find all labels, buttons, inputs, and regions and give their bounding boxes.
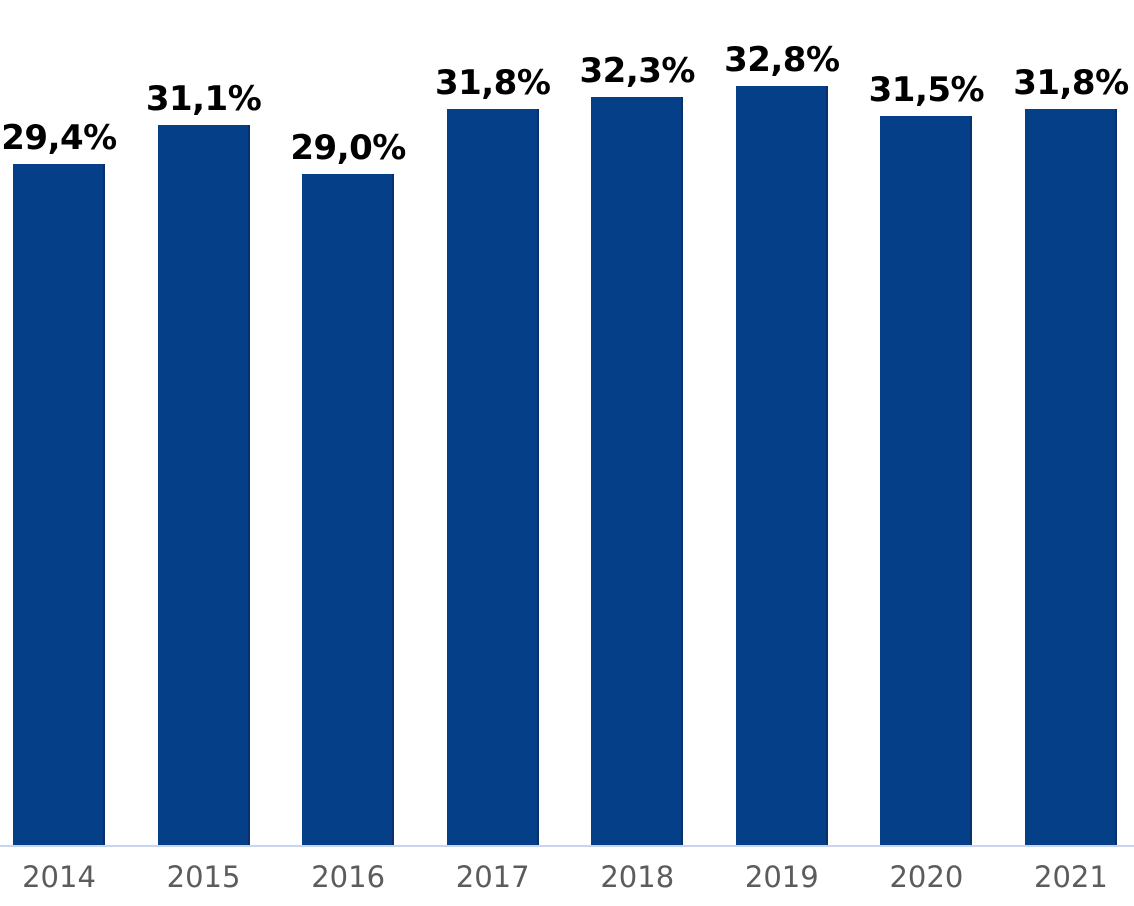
bar-column: 31,8% [1013,0,1129,845]
x-axis-label: 2021 [1034,860,1108,894]
bar-value-label: 31,8% [434,63,551,103]
bar-column: 29,4% [1,0,117,845]
bar [13,164,105,845]
x-axis-label: 2017 [455,860,530,894]
bar [302,174,395,845]
bar-column: 31,8% [435,0,551,845]
bar-column: 32,8% [724,0,840,845]
x-axis-label: 2019 [744,860,819,894]
x-axis-label: 2018 [600,860,675,894]
bar-value-label: 31,8% [1013,63,1129,103]
bar [591,97,684,845]
bar-column: 31,1% [146,0,262,845]
bar-value-label: 32,8% [724,40,840,80]
bar-value-label: 31,1% [145,79,262,119]
x-axis-label: 2014 [22,860,96,894]
bar-value-label: 32,3% [579,51,696,91]
bar [446,109,539,845]
x-axis-line [0,845,1134,847]
bar [735,86,828,845]
bar-value-label: 29,4% [1,118,117,158]
bar-column: 31,5% [869,0,985,845]
x-axis-label: 2016 [311,860,386,894]
x-axis-label: 2020 [889,860,964,894]
bar [880,116,973,845]
bar [157,125,250,845]
bar-column: 32,3% [580,0,695,845]
bar-value-label: 31,5% [868,70,985,110]
bar [1024,109,1117,845]
x-axis-label: 2015 [166,860,241,894]
x-axis-labels: 2014 2015 2016 2017 2018 2019 2020 2021 [13,860,1117,895]
bar-value-label: 29,0% [290,128,406,168]
bar-column: 29,0% [290,0,406,845]
bars-plot-area: 29,4% 31,1% 29,0% 31,8% 32,3% 32,8% 31,5% 31,8% [1,0,1129,845]
